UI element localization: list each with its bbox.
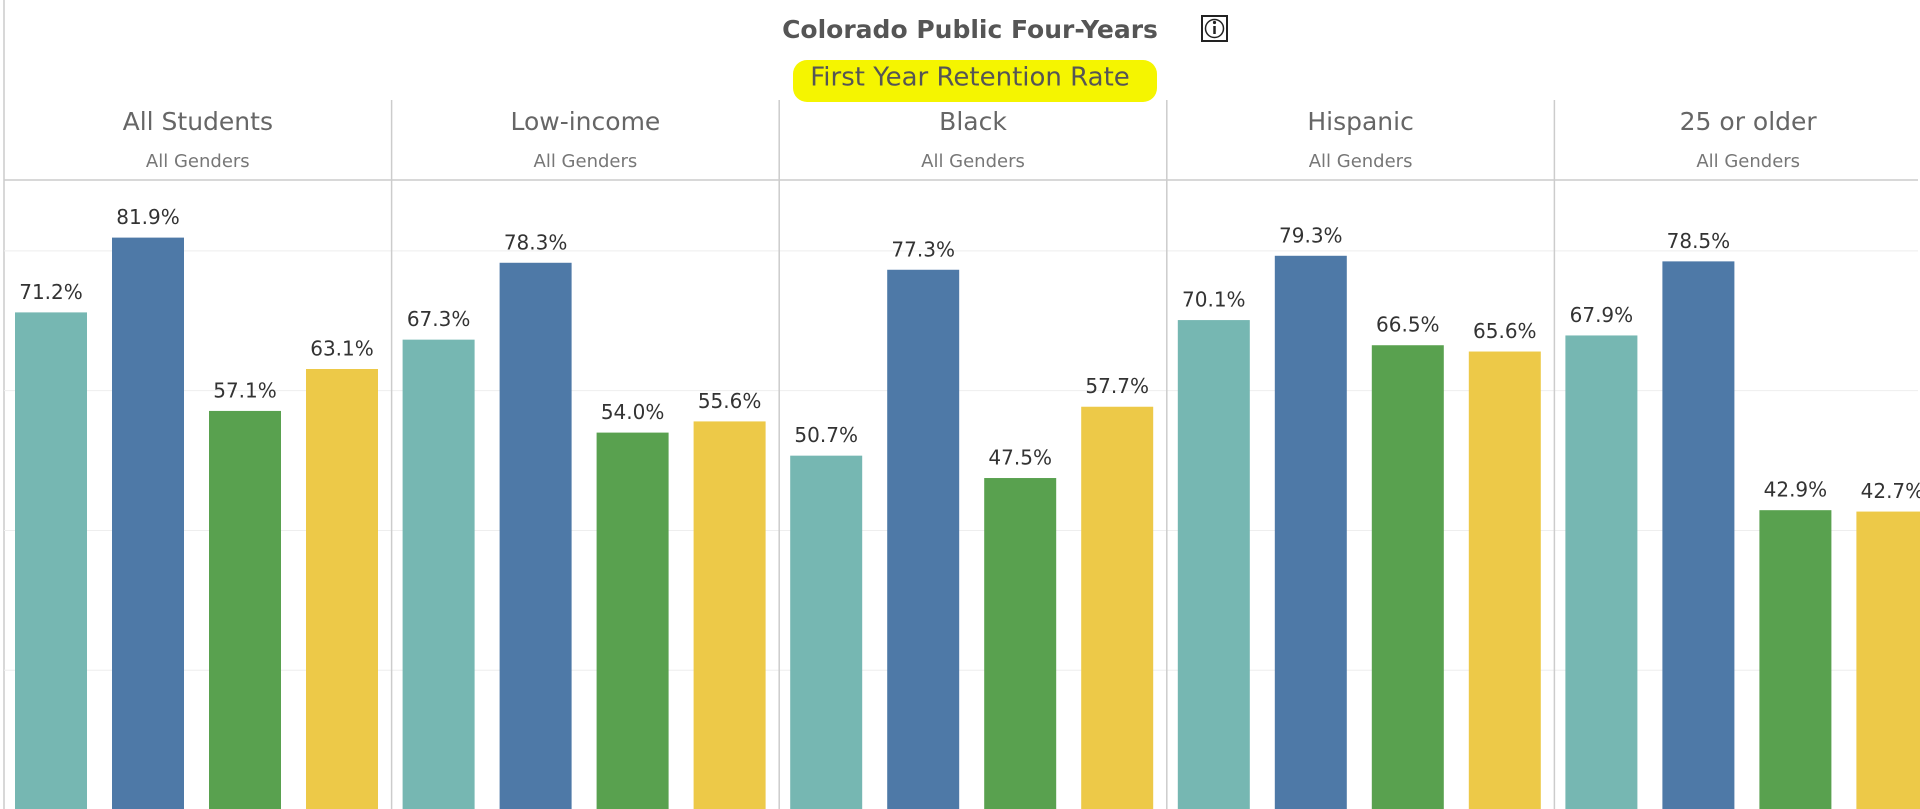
- bar: [790, 455, 863, 809]
- panel-name: Hispanic: [1307, 107, 1414, 136]
- info-dot[interactable]: [1212, 20, 1217, 25]
- panel-name: All Students: [123, 107, 273, 136]
- data-label: 57.1%: [213, 378, 277, 402]
- data-label: 54.0%: [601, 400, 665, 424]
- panel-subname: All Genders: [921, 151, 1025, 172]
- bar: [112, 237, 184, 809]
- data-label: 47.5%: [988, 446, 1052, 470]
- highlight: [793, 60, 1157, 102]
- panel-subname: All Genders: [1309, 151, 1413, 172]
- data-label: 42.9%: [1764, 478, 1828, 502]
- chart-subtitle: First Year Retention Rate: [810, 63, 1130, 93]
- panel-subname: All Genders: [534, 151, 638, 172]
- bar: [1274, 255, 1347, 809]
- bar: [499, 262, 572, 809]
- bar: [209, 410, 281, 809]
- info-icon[interactable]: [1201, 15, 1228, 42]
- data-label: 67.3%: [407, 307, 471, 331]
- data-label: 79.3%: [1279, 223, 1343, 247]
- bar: [15, 312, 87, 809]
- data-label: 42.7%: [1861, 479, 1920, 503]
- panel-subname: All Genders: [1696, 151, 1800, 172]
- bar: [1177, 320, 1250, 809]
- bar: [1759, 510, 1832, 809]
- bar: [306, 369, 378, 809]
- bar: [984, 478, 1057, 809]
- data-label: 63.1%: [310, 337, 374, 361]
- data-label: 78.3%: [504, 230, 568, 254]
- data-label: 50.7%: [794, 423, 858, 447]
- data-label: 70.1%: [1182, 288, 1246, 312]
- bar: [402, 339, 475, 809]
- data-label: 67.9%: [1570, 303, 1634, 327]
- bar: [1081, 406, 1154, 809]
- bar: [693, 421, 766, 809]
- data-label: 65.6%: [1473, 319, 1537, 343]
- panel-name: Low-income: [510, 107, 660, 136]
- chart-title: Colorado Public Four-Years: [782, 15, 1158, 44]
- bar: [1565, 335, 1638, 809]
- data-label: 66.5%: [1376, 313, 1440, 337]
- bar: [596, 432, 669, 809]
- data-label: 81.9%: [116, 205, 180, 229]
- data-label: 55.6%: [698, 389, 762, 413]
- data-label: 57.7%: [1085, 374, 1149, 398]
- panel-name: Black: [939, 107, 1007, 136]
- data-label: 71.2%: [19, 280, 83, 304]
- data-label: 78.5%: [1667, 229, 1731, 253]
- bar: [1371, 345, 1444, 809]
- bar: [1662, 261, 1735, 809]
- bar: [887, 269, 960, 809]
- panel-name: 25 or older: [1680, 107, 1818, 136]
- info-circle[interactable]: [1204, 18, 1225, 39]
- data-label: 77.3%: [891, 237, 955, 261]
- bar: [1856, 511, 1920, 809]
- panel-subname: All Genders: [146, 151, 250, 172]
- bar: [1468, 351, 1541, 809]
